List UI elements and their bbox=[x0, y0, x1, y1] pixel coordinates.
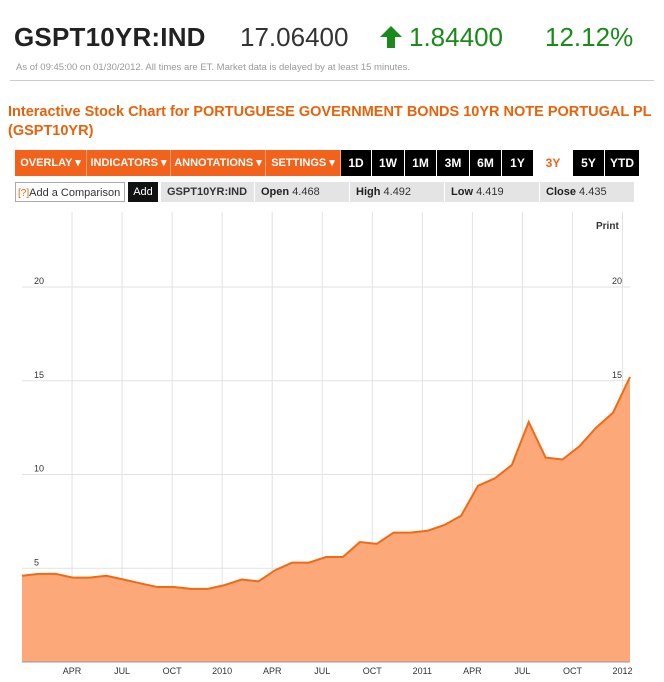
series-line bbox=[21, 376, 631, 590]
y-tick-label-left: 5 bbox=[34, 557, 39, 567]
close-label: Close bbox=[546, 186, 576, 198]
range-1w[interactable]: 1W bbox=[372, 150, 404, 176]
x-tick-label: APR bbox=[63, 666, 82, 676]
header-divider bbox=[10, 80, 654, 81]
range-ytd[interactable]: YTD bbox=[605, 150, 639, 176]
open-stat: Open 4.468 bbox=[255, 182, 349, 202]
indicators-menu[interactable]: INDICATORS ▾ bbox=[87, 150, 171, 176]
x-tick-label: JUL bbox=[314, 666, 330, 676]
range-3y[interactable]: 3Y bbox=[534, 150, 572, 176]
range-1y[interactable]: 1Y bbox=[502, 150, 533, 176]
low-stat: Low 4.419 bbox=[445, 182, 539, 202]
x-tick-label: OCT bbox=[563, 666, 583, 676]
y-tick-label-right: 15 bbox=[612, 370, 622, 380]
low-value: 4.419 bbox=[476, 186, 504, 198]
range-3m[interactable]: 3M bbox=[437, 150, 469, 176]
y-tick-label-left: 10 bbox=[34, 464, 44, 474]
add-comparison-button[interactable]: Add bbox=[128, 182, 158, 202]
open-label: Open bbox=[261, 186, 290, 198]
help-icon[interactable]: [?] bbox=[18, 188, 30, 199]
y-tick-label-left: 20 bbox=[34, 276, 44, 286]
comparison-row: [?]Add a Comparison Add GSPT10YR:IND Ope… bbox=[15, 182, 640, 204]
arrow-up-icon bbox=[380, 26, 402, 48]
x-tick-label: 2011 bbox=[413, 666, 432, 676]
settings-menu[interactable]: SETTINGS ▾ bbox=[266, 150, 341, 176]
price-change: 1.84400 bbox=[409, 22, 503, 52]
x-tick-label: JUL bbox=[114, 666, 130, 676]
x-tick-label: JUL bbox=[514, 666, 530, 676]
comparison-input[interactable]: [?]Add a Comparison bbox=[15, 182, 125, 202]
close-stat: Close 4.435 bbox=[540, 182, 634, 202]
close-value: 4.435 bbox=[579, 186, 607, 198]
x-tick-label: APR bbox=[463, 666, 482, 676]
range-1d[interactable]: 1D bbox=[341, 150, 371, 176]
as-of-note: As of 09:45:00 on 01/30/2012. All times … bbox=[16, 62, 410, 73]
high-value: 4.492 bbox=[383, 186, 412, 198]
high-label: High bbox=[356, 186, 381, 198]
y-tick-label-left: 15 bbox=[34, 370, 44, 380]
range-1m[interactable]: 1M bbox=[405, 150, 436, 176]
ticker-symbol: GSPT10YR:IND bbox=[14, 22, 206, 52]
overlay-menu[interactable]: OVERLAY ▾ bbox=[15, 150, 87, 176]
annotations-menu[interactable]: ANNOTATIONS ▾ bbox=[171, 150, 266, 176]
x-tick-label: 2012 bbox=[612, 666, 632, 676]
comparison-input-label: Add a Comparison bbox=[29, 187, 121, 199]
last-price: 17.06400 bbox=[240, 22, 349, 52]
symbol-label: GSPT10YR:IND bbox=[161, 182, 254, 202]
chart-title: Interactive Stock Chart for PORTUGUESE G… bbox=[8, 104, 652, 139]
percent-change: 12.12% bbox=[545, 22, 634, 52]
x-tick-label: OCT bbox=[363, 666, 383, 676]
quote-header: GSPT10YR:IND 17.06400 1.84400 12.12% bbox=[14, 22, 654, 54]
range-6m[interactable]: 6M bbox=[470, 150, 501, 176]
series-area bbox=[22, 377, 630, 662]
open-value: 4.468 bbox=[292, 186, 320, 198]
y-tick-label-right: 20 bbox=[612, 276, 622, 286]
x-tick-label: OCT bbox=[163, 666, 183, 676]
range-5y[interactable]: 5Y bbox=[573, 150, 604, 176]
x-tick-label: 2010 bbox=[212, 666, 232, 676]
price-chart[interactable]: 55101015152020APRJULOCT2010APRJULOCT2011… bbox=[10, 212, 656, 682]
high-stat: High 4.492 bbox=[350, 182, 444, 202]
print-link[interactable]: Print bbox=[596, 221, 619, 232]
low-label: Low bbox=[451, 186, 473, 198]
x-tick-label: APR bbox=[263, 666, 282, 676]
